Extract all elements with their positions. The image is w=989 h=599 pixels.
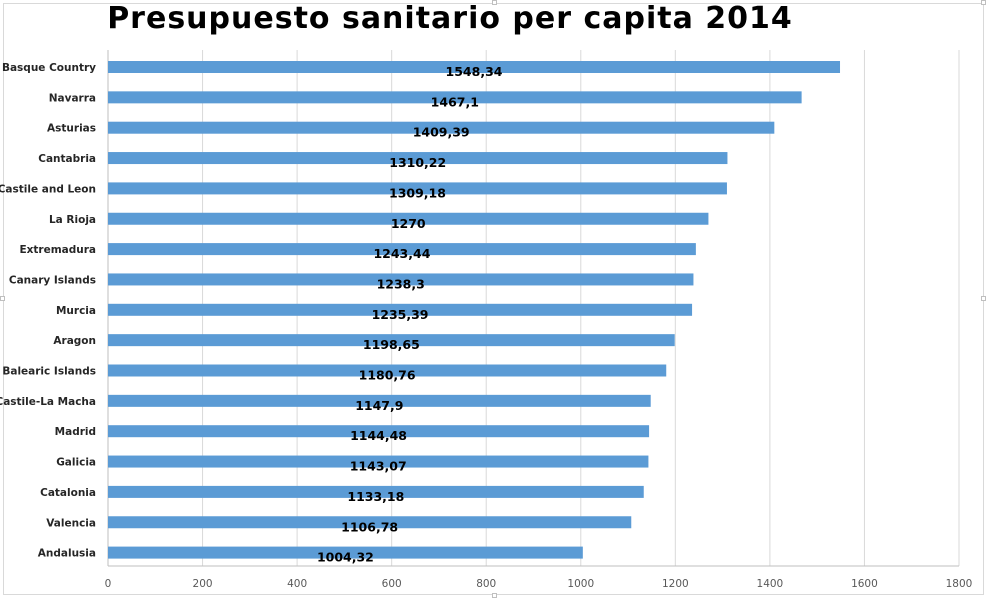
category-label: Asturias: [47, 123, 96, 135]
data-label: 1235,39: [372, 307, 429, 322]
x-tick-label: 1200: [662, 578, 689, 590]
bar: [108, 243, 696, 256]
x-tick-label: 1600: [851, 578, 878, 590]
bar: [108, 455, 649, 468]
data-label: 1309,18: [389, 185, 446, 200]
category-label: Navarra: [49, 92, 96, 104]
data-label: 1270: [391, 216, 426, 231]
data-label: 1147,9: [355, 398, 403, 413]
x-tick-label: 800: [476, 578, 496, 590]
resize-handle-top-right[interactable]: [981, 0, 986, 5]
category-label: Aragon: [53, 335, 96, 347]
category-label: Cantabria: [38, 153, 96, 165]
category-label: Andalusia: [38, 548, 96, 560]
bar: [108, 273, 694, 286]
bar: [108, 61, 841, 73]
x-tick-label: 200: [193, 578, 213, 590]
category-label: Balearic Islands: [2, 366, 96, 378]
x-tick-label: 1400: [757, 578, 784, 590]
x-tick-label: 0: [105, 578, 112, 590]
bar: [108, 152, 728, 165]
data-label: 1198,65: [363, 337, 420, 352]
data-label: 1180,76: [359, 368, 416, 383]
data-label: 1243,44: [373, 246, 430, 261]
data-label: 1310,22: [389, 155, 446, 170]
chart-title: Presupuesto sanitario per capita 2014: [107, 1, 793, 36]
bar: [108, 546, 583, 559]
bar: [108, 425, 650, 438]
bar: [108, 394, 651, 407]
bar: [108, 516, 632, 529]
category-label: Castile-La Macha: [0, 396, 96, 408]
data-label: 1106,78: [341, 519, 398, 534]
data-label: 1004,32: [317, 550, 374, 565]
data-label: 1238,3: [377, 276, 425, 291]
category-label: La Rioja: [49, 214, 96, 226]
category-label: Catalonia: [40, 487, 96, 499]
category-label: Extremadura: [19, 244, 96, 256]
category-label: Galicia: [56, 457, 96, 469]
data-label: 1143,07: [350, 459, 407, 474]
bar: [108, 212, 709, 225]
bar: [108, 182, 727, 195]
x-tick-label: 600: [382, 578, 402, 590]
resize-handle-right[interactable]: [981, 296, 986, 301]
category-label: Murcia: [56, 305, 96, 317]
bar: [108, 334, 675, 347]
category-label: Madrid: [55, 426, 96, 438]
data-label: 1548,34: [446, 64, 503, 79]
resize-handle-top[interactable]: [492, 0, 497, 5]
data-label: 1144,48: [350, 428, 407, 443]
category-label: Canary Islands: [9, 274, 96, 286]
bar: [108, 485, 644, 498]
resize-handle-bottom[interactable]: [492, 593, 497, 598]
bar: [108, 121, 775, 134]
x-tick-label: 400: [287, 578, 307, 590]
category-label: Castile and Leon: [0, 183, 96, 195]
data-label: 1409,39: [413, 125, 470, 140]
bar: [108, 91, 802, 104]
x-tick-label: 1000: [567, 578, 594, 590]
bar: [108, 364, 667, 377]
data-label: 1133,18: [347, 489, 404, 504]
data-label: 1467,1: [431, 94, 479, 109]
resize-handle-left[interactable]: [0, 296, 5, 301]
x-tick-label: 1800: [946, 578, 973, 590]
category-label: Valencia: [46, 517, 96, 529]
bar: [108, 303, 693, 316]
category-label: Basque Country: [2, 62, 96, 74]
